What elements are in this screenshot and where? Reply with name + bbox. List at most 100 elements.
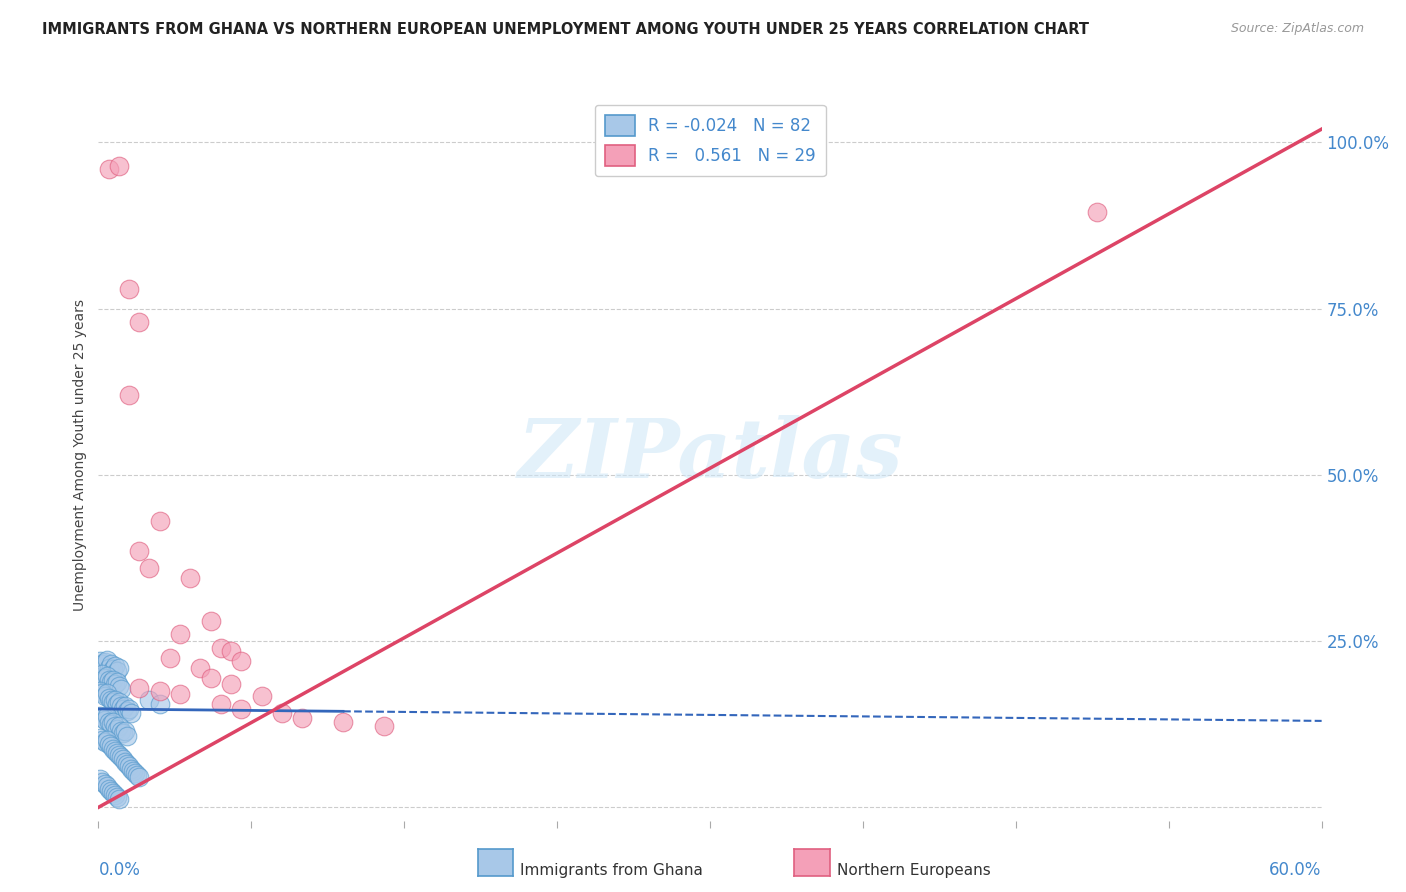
Point (138, 692, 160, 706)
Point (89, 654, 111, 668)
Point (93, 689, 115, 703)
Point (100, 657, 122, 672)
Point (89, 731, 111, 745)
Point (128, 544, 150, 558)
Point (104, 789, 127, 803)
Point (169, 627, 191, 641)
Point (200, 614, 222, 628)
Point (159, 650, 181, 665)
Point (118, 759, 141, 773)
Point (115, 757, 138, 772)
Point (101, 786, 124, 800)
Point (118, 702, 141, 716)
Point (105, 722, 128, 736)
Point (120, 762, 142, 776)
Point (124, 765, 146, 780)
Point (128, 681, 150, 695)
Point (200, 671, 222, 685)
Point (111, 726, 134, 740)
Point (120, 706, 142, 720)
Point (100, 739, 122, 754)
Point (89, 684, 111, 698)
Point (105, 675, 128, 690)
Point (127, 768, 149, 782)
Point (100, 692, 122, 706)
Point (114, 699, 136, 714)
Point (101, 673, 124, 687)
Point (91, 667, 114, 681)
Point (97, 661, 120, 675)
Point (110, 723, 132, 738)
Point (108, 661, 131, 675)
Point (219, 677, 242, 691)
Text: ZIPatlas: ZIPatlas (517, 415, 903, 495)
Point (108, 792, 131, 806)
Point (101, 695, 124, 709)
Point (97, 161, 120, 176)
Point (149, 684, 172, 698)
Point (104, 744, 127, 758)
Point (291, 710, 314, 724)
Point (149, 515, 172, 529)
Point (114, 755, 136, 769)
Point (108, 695, 131, 709)
Point (122, 764, 145, 778)
Point (96, 653, 118, 667)
Point (104, 659, 127, 673)
Point (93, 777, 115, 791)
Point (101, 662, 124, 676)
Point (104, 677, 127, 691)
Point (115, 704, 138, 718)
Point (105, 790, 128, 805)
Point (100, 717, 122, 731)
Point (108, 679, 131, 693)
Point (250, 689, 273, 703)
Point (128, 315, 150, 329)
Point (111, 702, 134, 716)
Point (219, 644, 242, 658)
Point (93, 671, 115, 685)
Point (270, 706, 294, 720)
Point (332, 715, 354, 730)
Point (101, 741, 124, 756)
Legend: R = -0.024   N = 82, R =   0.561   N = 29: R = -0.024 N = 82, R = 0.561 N = 29 (595, 105, 825, 176)
Point (108, 748, 131, 763)
Point (111, 752, 134, 766)
Point (96, 779, 118, 793)
Point (104, 719, 127, 733)
Point (96, 668, 118, 682)
Point (231, 702, 253, 716)
Point (96, 686, 118, 700)
Point (101, 715, 124, 730)
Point (115, 729, 138, 743)
Point (100, 675, 122, 690)
Point (96, 708, 118, 723)
Point (231, 654, 253, 668)
Text: IMMIGRANTS FROM GHANA VS NORTHERN EUROPEAN UNEMPLOYMENT AMONG YOUTH UNDER 25 YEA: IMMIGRANTS FROM GHANA VS NORTHERN EUROPE… (42, 22, 1090, 37)
Point (91, 732, 114, 747)
Point (91, 686, 114, 700)
Point (91, 710, 114, 724)
Point (114, 723, 136, 738)
Point (97, 781, 120, 796)
Point (188, 661, 212, 675)
Point (128, 771, 150, 785)
Point (91, 657, 114, 672)
Point (93, 735, 115, 749)
Point (108, 719, 131, 733)
Point (110, 750, 132, 764)
Point (91, 775, 114, 789)
Point (97, 690, 120, 705)
Point (105, 664, 128, 678)
Point (179, 571, 201, 585)
Point (118, 388, 141, 402)
Point (93, 656, 115, 670)
Point (108, 159, 131, 173)
Point (149, 698, 172, 712)
Point (209, 640, 232, 655)
Point (104, 692, 127, 706)
Point (105, 698, 128, 712)
Point (93, 713, 115, 727)
Point (96, 732, 118, 747)
Point (1085, 205, 1108, 219)
